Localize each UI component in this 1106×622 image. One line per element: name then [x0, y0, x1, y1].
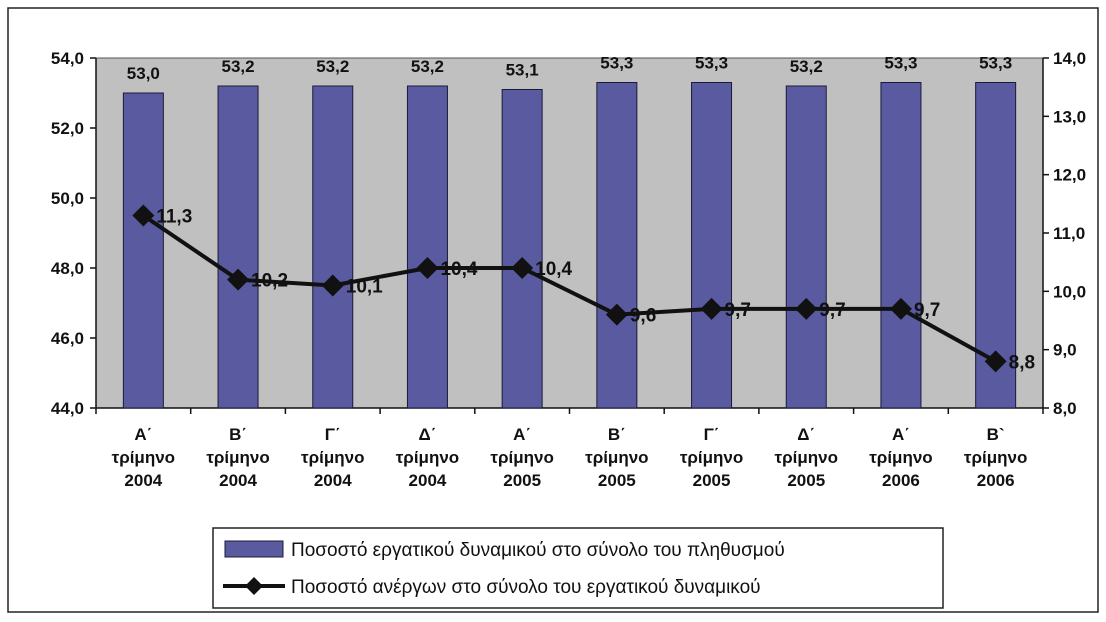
bar	[785, 85, 827, 409]
right-axis-tick-label: 9,0	[1053, 341, 1077, 360]
right-axis-tick-label: 13,0	[1053, 107, 1086, 126]
bar	[880, 82, 922, 409]
bar-data-label: 53,3	[884, 54, 917, 73]
line-point-marker	[321, 274, 344, 297]
bar	[406, 85, 448, 409]
line-data-label: 10,2	[251, 271, 288, 292]
x-axis-category-label: Β΄ τρίμηνο 2004	[206, 425, 269, 490]
right-axis-tick-label: 12,0	[1053, 166, 1086, 185]
right-axis-tick-label: 11,0	[1053, 224, 1085, 243]
bar	[217, 85, 259, 409]
bar-data-label: 53,3	[600, 54, 633, 73]
left-axis-tick-label: 52,0	[51, 119, 84, 138]
left-axis-tick-label: 50,0	[51, 189, 84, 208]
line-data-label: 9,7	[819, 300, 845, 321]
bar-data-label: 53,2	[790, 57, 823, 76]
bar-data-label: 53,3	[979, 54, 1012, 73]
left-axis-tick-label: 46,0	[51, 329, 84, 348]
right-axis-tick-label: 10,0	[1053, 282, 1086, 301]
x-axis-category-label: Δ΄ τρίμηνο 2005	[775, 425, 838, 490]
line-point-marker	[700, 297, 723, 320]
line-data-label: 9,7	[914, 300, 940, 321]
x-axis-category-label: Γ΄ τρίμηνο 2005	[680, 425, 743, 490]
bar	[691, 82, 733, 409]
line-data-label: 10,4	[535, 259, 572, 280]
bar-data-label: 53,2	[411, 57, 444, 76]
left-axis-tick-label: 48,0	[51, 259, 84, 278]
line-point-marker	[227, 268, 250, 291]
line-point-marker	[795, 297, 818, 320]
bar	[312, 85, 354, 409]
x-axis-category-label: Δ΄ τρίμηνο 2004	[396, 425, 459, 490]
bar-data-label: 53,1	[506, 61, 539, 80]
x-axis-category-label: Α΄ τρίμηνο 2005	[490, 425, 553, 490]
legend-bar-swatch	[224, 540, 284, 558]
line-point-marker	[984, 350, 1007, 373]
line-point-marker	[511, 257, 534, 279]
bar-data-label: 53,3	[695, 54, 728, 73]
left-axis-tick-label: 44,0	[51, 399, 84, 418]
line-point-marker	[416, 257, 439, 279]
bar-data-label: 53,2	[316, 57, 349, 76]
bar-data-label: 53,0	[127, 64, 160, 83]
line-data-label: 9,7	[725, 300, 751, 321]
legend-box	[212, 527, 944, 609]
line-point-marker	[889, 297, 912, 320]
line-data-label: 10,4	[440, 259, 477, 280]
line-point-marker	[605, 303, 628, 326]
bar	[501, 89, 543, 409]
line-data-label: 9,6	[630, 306, 656, 327]
right-axis-tick-label: 8,0	[1053, 399, 1077, 418]
x-axis-category-label: Α΄ τρίμηνο 2006	[869, 425, 932, 490]
line-data-label: 11,3	[156, 207, 192, 228]
legend-line-marker	[245, 577, 263, 595]
x-axis-category-label: Β` τρίμηνο 2006	[964, 425, 1027, 490]
legend-bar-label: Ποσοστό εργατικού δυναμικού στο σύνολο τ…	[291, 540, 785, 561]
line-series	[142, 213, 997, 364]
line-data-label: 8,8	[1009, 352, 1035, 373]
line-point-marker	[132, 204, 155, 227]
x-axis-category-label: Γ΄ τρίμηνο 2004	[301, 425, 364, 490]
bar	[122, 92, 164, 409]
bar	[596, 82, 638, 409]
x-axis-category-label: Β΄ τρίμηνο 2005	[585, 425, 648, 490]
right-axis-tick-label: 14,0	[1053, 49, 1086, 68]
legend-line-label: Ποσοστό ανέργων στο σύνολο του εργατικού…	[291, 577, 761, 598]
left-axis-tick-label: 54,0	[51, 49, 84, 68]
line-data-label: 10,1	[346, 277, 383, 298]
x-axis-category-label: Α΄ τρίμηνο 2004	[112, 425, 175, 490]
bar-data-label: 53,2	[222, 57, 255, 76]
